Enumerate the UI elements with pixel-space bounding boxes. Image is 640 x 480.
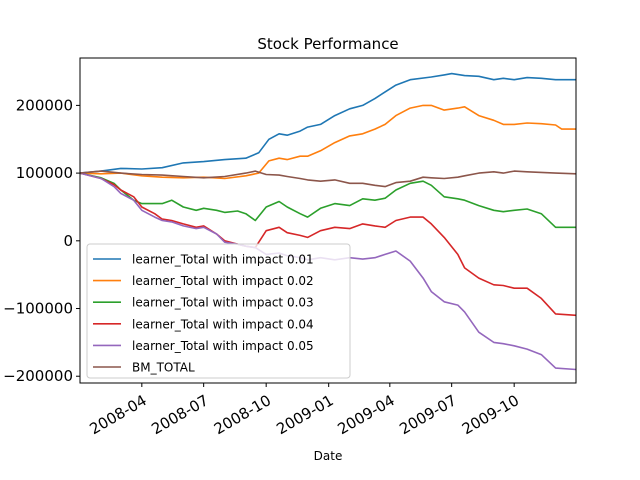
legend-label: learner_Total with impact 0.02 [132, 274, 314, 288]
series-line-1 [79, 72, 576, 174]
y-tick-label: 200000 [16, 96, 73, 114]
x-tick-label: 2008-07 [148, 391, 211, 438]
x-tick-label: 2009-10 [459, 391, 522, 438]
x-tick-label: 2008-10 [211, 391, 274, 438]
series-line-4 [79, 172, 577, 317]
plot-frame [79, 57, 577, 384]
x-tick-label: 2009-01 [273, 391, 336, 438]
y-tick-label: −200000 [3, 367, 73, 385]
y-tick-label: −100000 [3, 300, 73, 318]
legend: learner_Total with impact 0.01 learner_To… [86, 243, 351, 379]
y-tick-label: 0 [63, 232, 73, 250]
series-line-3 [79, 172, 576, 229]
y-tick-label: 100000 [16, 164, 73, 182]
legend-box [86, 243, 351, 379]
legend-label: learner_Total with impact 0.01 [132, 253, 314, 267]
chart-title: Stock Performance [257, 35, 398, 53]
x-tick-label: 2009-04 [335, 391, 398, 438]
y-axis: 200000 100000 0 −100000 −200000 [3, 96, 80, 385]
legend-items: learner_Total with impact 0.01 learner_To… [93, 253, 314, 375]
x-axis-title: Date [314, 449, 343, 463]
legend-label: learner_Total with impact 0.05 [132, 339, 314, 353]
legend-label: BM_TOTAL [132, 361, 195, 375]
series-line-6 [79, 170, 577, 188]
x-tick-label: 2008-04 [87, 391, 150, 438]
legend-label: learner_Total with impact 0.04 [132, 317, 314, 331]
x-tick-label: 2009-07 [396, 391, 459, 438]
legend-label: learner_Total with impact 0.03 [132, 296, 314, 310]
